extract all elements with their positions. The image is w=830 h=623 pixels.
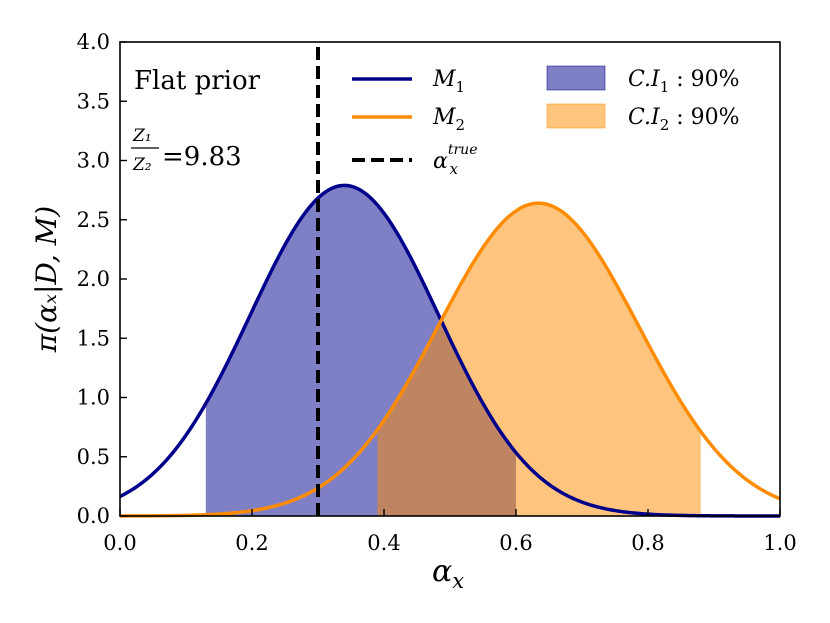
x-tick-label: 0.0 bbox=[103, 531, 136, 555]
y-axis-title: π(αₓ|D, M) bbox=[30, 206, 63, 353]
legend-m1-label: M1 bbox=[432, 67, 465, 96]
y-tick-label: 0.0 bbox=[77, 504, 110, 528]
x-tick-label: 0.8 bbox=[631, 531, 664, 555]
legend-m2-label: M2 bbox=[432, 105, 465, 134]
evidence-ratio-numerator: Z₁ bbox=[132, 126, 152, 146]
y-tick-label: 4.0 bbox=[77, 30, 110, 54]
x-tick-label: 0.4 bbox=[367, 531, 400, 555]
curve-m2 bbox=[119, 201, 781, 518]
y-tick-label: 3.5 bbox=[77, 89, 110, 113]
x-tick-label: 0.6 bbox=[499, 531, 532, 555]
legend-ci2-label: C.I2 : 90% bbox=[628, 105, 740, 134]
x-axis-title: αx bbox=[432, 554, 464, 593]
legend: M1 M2 αtrue x C.I1 : 90% C.I2 : 90% bbox=[352, 65, 740, 178]
posterior-curves bbox=[119, 183, 781, 518]
evidence-ratio-value: =9.83 bbox=[162, 142, 242, 172]
legend-ci1-label: C.I1 : 90% bbox=[628, 67, 740, 96]
curve-m1 bbox=[119, 183, 780, 518]
axis-ticks: 0.0 0.2 0.4 0.6 0.8 1.0 0.0 0.5 1.0 1.5 2.0 2.5 3.0 3… bbox=[77, 30, 797, 555]
legend-ci1-swatch bbox=[546, 65, 606, 91]
ci-fill-m2 bbox=[377, 203, 701, 517]
y-tick-label: 2.5 bbox=[77, 208, 110, 232]
x-tick-label: 0.2 bbox=[235, 531, 268, 555]
y-tick-label: 3.0 bbox=[77, 149, 110, 173]
y-tick-label: 2.0 bbox=[77, 267, 110, 291]
x-tick-label: 1.0 bbox=[763, 531, 796, 555]
evidence-ratio-denominator: Z₂ bbox=[132, 155, 152, 175]
legend-true-label: αtrue x bbox=[433, 142, 477, 178]
y-tick-label: 0.5 bbox=[77, 445, 110, 469]
legend-ci2-swatch bbox=[546, 103, 606, 129]
y-tick-label: 1.5 bbox=[77, 326, 110, 350]
prior-label: Flat prior bbox=[134, 66, 261, 96]
y-tick-label: 1.0 bbox=[77, 386, 110, 410]
ci-fills bbox=[205, 185, 701, 517]
